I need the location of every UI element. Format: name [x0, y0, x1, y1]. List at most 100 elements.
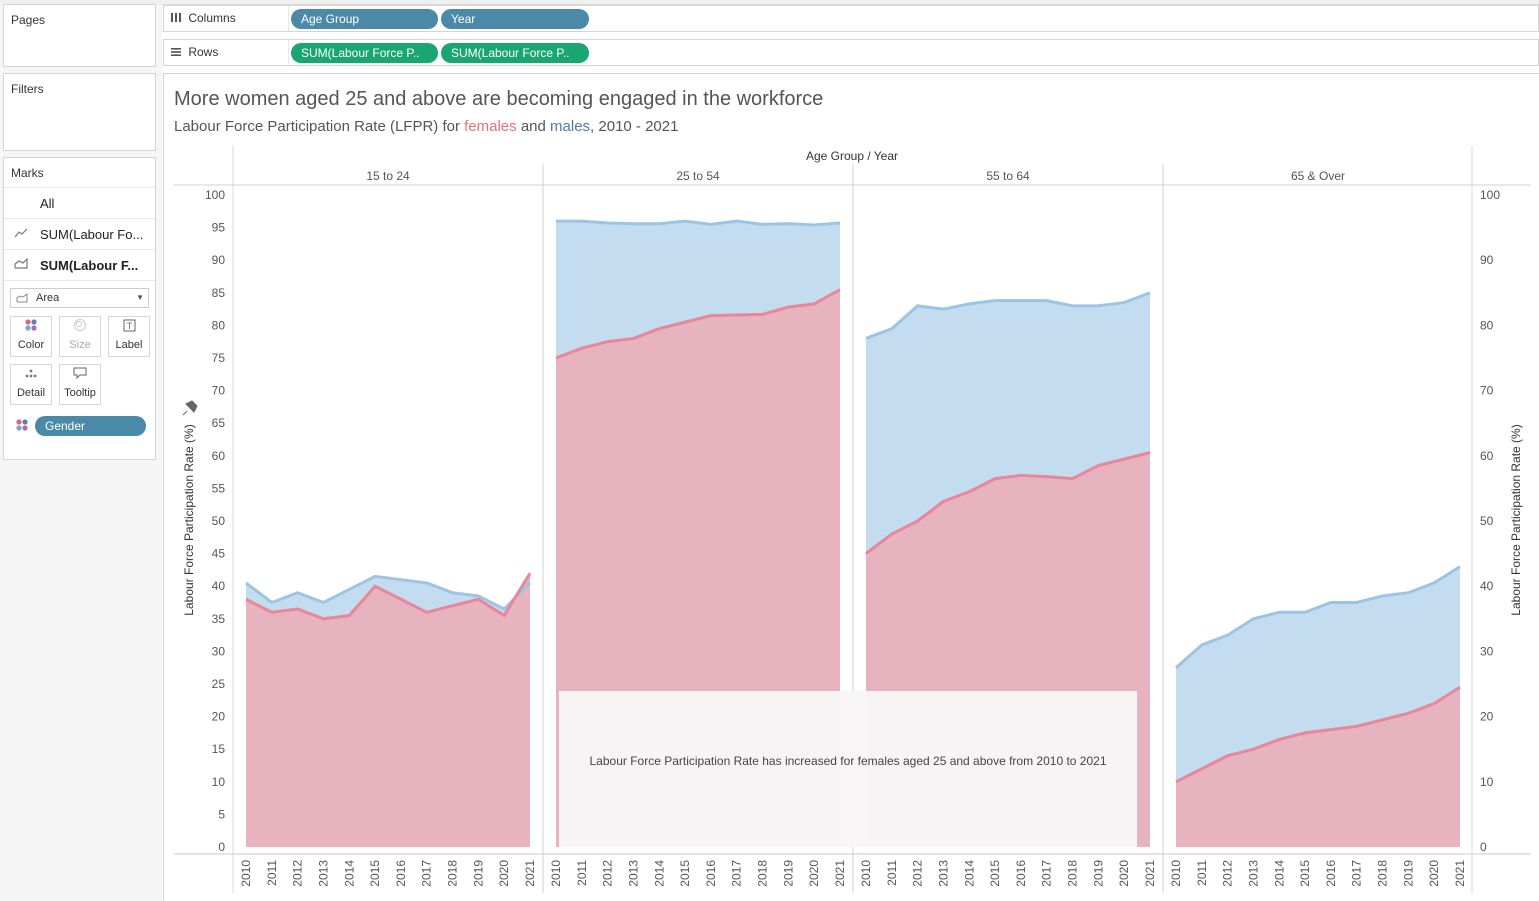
- year-tick-label: 2018: [446, 860, 460, 887]
- rows-shelf-label: Rows: [170, 40, 218, 65]
- chart-title: More women aged 25 and above are becomin…: [174, 88, 824, 110]
- left-y-tick-label: 40: [212, 579, 226, 593]
- subtitle-and: and: [516, 118, 551, 135]
- columns-shelf: Columns Age Group Year: [163, 5, 1539, 32]
- right-y-tick-label: 100: [1480, 188, 1500, 202]
- rows-label-text: Rows: [188, 45, 219, 59]
- left-y-axis-title: Labour Force Participation Rate (%): [182, 424, 196, 615]
- size-label: Size: [69, 339, 91, 351]
- left-y-tick-label: 20: [212, 710, 226, 724]
- male-line: [1175, 565, 1461, 669]
- female-line: [865, 451, 1151, 555]
- age-group-header: 65 & Over: [1291, 169, 1345, 183]
- subtitle-females: females: [464, 118, 517, 135]
- label-label: Label: [115, 339, 143, 351]
- age-group-header: 25 to 54: [676, 169, 720, 183]
- year-tick-label: 2015: [1298, 860, 1312, 887]
- left-y-tick-label: 75: [212, 351, 226, 365]
- left-y-tick-label: 65: [212, 416, 226, 430]
- rows-icon: [171, 48, 181, 56]
- year-tick-label: 2011: [265, 860, 279, 886]
- year-tick-label: 2020: [807, 860, 821, 887]
- columns-icon: [171, 13, 181, 22]
- left-y-tick-label: 80: [212, 318, 226, 332]
- year-tick-label: 2011: [885, 860, 899, 886]
- year-tick-label: 2020: [1117, 860, 1131, 887]
- female-area: [246, 573, 530, 847]
- svg-text:T: T: [126, 321, 132, 331]
- year-tick-label: 2013: [316, 860, 330, 887]
- female-line: [1175, 685, 1461, 784]
- year-tick-label: 2017: [420, 860, 434, 887]
- year-tick-label: 2013: [626, 860, 640, 887]
- marks-line-card[interactable]: SUM(Labour Fo...: [4, 219, 155, 250]
- left-y-tick-label: 0: [218, 840, 225, 854]
- year-tick-label: 2021: [1143, 860, 1157, 887]
- year-tick-label: 2010: [1169, 860, 1183, 887]
- right-y-tick-label: 10: [1480, 775, 1494, 789]
- year-tick-label: 2011: [575, 860, 589, 886]
- year-pill[interactable]: Year: [441, 9, 589, 29]
- rows-pill-2[interactable]: SUM(Labour Force P..: [441, 43, 589, 63]
- gender-pill[interactable]: Gender: [35, 416, 146, 436]
- detail-button[interactable]: Detail: [10, 364, 52, 405]
- mark-type-value: Area: [36, 292, 60, 304]
- male-line: [245, 574, 532, 611]
- year-tick-label: 2019: [471, 860, 485, 887]
- age-group-pill[interactable]: Age Group: [291, 9, 438, 29]
- marks-line-label: SUM(Labour Fo...: [40, 226, 144, 242]
- size-button[interactable]: Size: [59, 316, 101, 357]
- shelf-divider: [288, 40, 289, 65]
- year-tick-label: 2013: [936, 860, 950, 887]
- left-y-tick-label: 55: [212, 481, 226, 495]
- left-y-tick-label: 100: [205, 188, 225, 202]
- year-tick-label: 2018: [1066, 860, 1080, 887]
- label-icon: T: [109, 317, 149, 339]
- right-y-tick-label: 0: [1480, 840, 1487, 854]
- filters-title: Filters: [11, 82, 44, 96]
- marks-area-card[interactable]: SUM(Labour F...: [4, 250, 155, 281]
- color-button[interactable]: Color: [10, 316, 52, 357]
- tooltip-icon: [60, 365, 100, 387]
- left-y-tick-label: 15: [212, 742, 226, 756]
- marks-title: Marks: [4, 158, 155, 188]
- color-label: Color: [17, 339, 45, 351]
- year-tick-label: 2012: [601, 860, 615, 887]
- left-y-tick-label: 35: [212, 612, 226, 626]
- filters-card[interactable]: Filters: [3, 73, 156, 151]
- line-mark-icon: [14, 228, 28, 241]
- annotation-box[interactable]: Labour Force Participation Rate has incr…: [559, 691, 1137, 847]
- label-button[interactable]: T Label: [108, 316, 150, 357]
- tooltip-label: Tooltip: [64, 387, 96, 399]
- left-pane: Pages Filters Marks All SUM(Labour Fo...…: [0, 4, 162, 901]
- subtitle-prefix: Labour Force Participation Rate (LFPR) f…: [174, 118, 465, 135]
- subtitle-males: males: [550, 118, 591, 135]
- marks-area-label: SUM(Labour F...: [40, 257, 139, 273]
- year-tick-label: 2011: [1195, 860, 1209, 886]
- tooltip-button[interactable]: Tooltip: [59, 364, 101, 405]
- rows-pill-1[interactable]: SUM(Labour Force P..: [291, 43, 438, 63]
- color-icon: [11, 317, 51, 339]
- right-y-tick-label: 80: [1480, 318, 1494, 332]
- year-tick-label: 2018: [1376, 860, 1390, 887]
- mark-type-dropdown[interactable]: Area ▼: [10, 288, 149, 308]
- detail-icon: [11, 365, 51, 387]
- marks-all[interactable]: All: [4, 188, 155, 219]
- year-tick-label: 2017: [730, 860, 744, 887]
- year-tick-label: 2021: [833, 860, 847, 887]
- right-y-axis-title: Labour Force Participation Rate (%): [1509, 424, 1523, 615]
- right-y-tick-label: 30: [1480, 644, 1494, 658]
- male-line: [865, 291, 1151, 340]
- year-tick-label: 2012: [291, 860, 305, 887]
- year-tick-label: 2016: [394, 860, 408, 887]
- toolbar-strip: [0, 0, 1539, 5]
- left-y-tick-label: 95: [212, 221, 226, 235]
- pages-card[interactable]: Pages: [3, 4, 156, 67]
- year-tick-label: 2015: [678, 860, 692, 887]
- year-tick-label: 2010: [549, 860, 563, 887]
- year-tick-label: 2017: [1040, 860, 1054, 887]
- left-y-tick-label: 50: [212, 514, 226, 528]
- year-tick-label: 2014: [962, 860, 976, 887]
- area-mark-icon: [14, 257, 28, 272]
- year-tick-label: 2018: [756, 860, 770, 887]
